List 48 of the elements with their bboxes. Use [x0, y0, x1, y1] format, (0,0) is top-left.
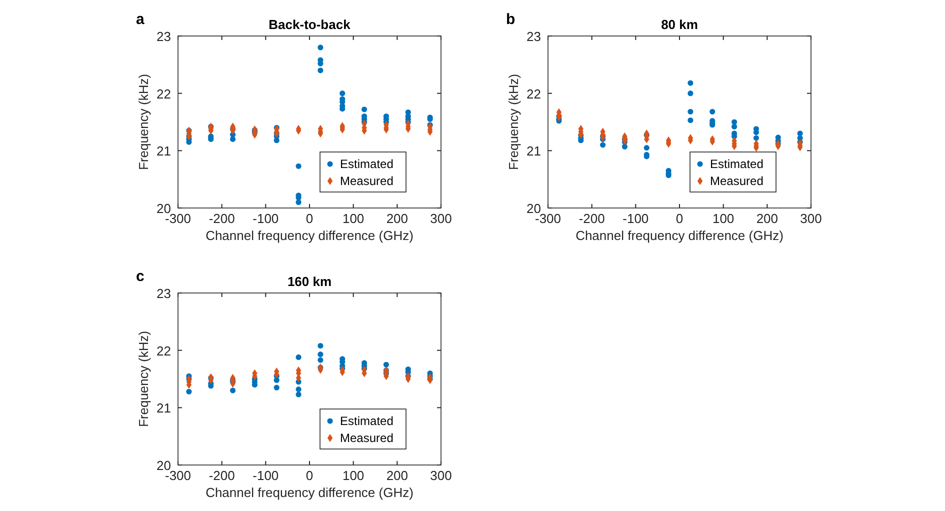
x-axis-title: Channel frequency difference (GHz): [206, 485, 414, 500]
legend-label: Estimated: [340, 157, 394, 171]
x-tick-label: 200: [386, 211, 408, 226]
x-axis-title: Channel frequency difference (GHz): [576, 228, 784, 243]
y-tick-label: 23: [156, 286, 171, 301]
y-tick-label: 21: [156, 400, 171, 416]
y-axis-title: Frequency (kHz): [506, 74, 521, 170]
x-tick-label: 0: [676, 211, 684, 226]
x-tick-label: 0: [306, 468, 314, 483]
chart-title: Back-to-back: [268, 17, 352, 32]
x-tick-label: 100: [342, 468, 364, 483]
x-tick-label: -200: [208, 468, 235, 483]
x-tick-label: 200: [756, 211, 778, 226]
x-tick-label: 300: [800, 211, 822, 226]
chart-title: 80 km: [661, 17, 698, 32]
y-tick-label: 20: [156, 458, 171, 473]
x-tick-label: 100: [712, 211, 734, 226]
y-tick-label: 21: [526, 144, 541, 159]
text: a: [136, 11, 145, 28]
x-tick-label: 0: [306, 211, 314, 226]
y-tick-label: 23: [156, 29, 171, 44]
legend-label: Measured: [340, 174, 394, 188]
x-tick-label: 100: [342, 211, 364, 226]
legend-label: Measured: [340, 431, 394, 445]
x-tick-label: 200: [386, 468, 408, 483]
text: c: [136, 268, 144, 285]
chart-title: 160 km: [287, 274, 332, 289]
y-tick-label: 22: [156, 86, 171, 102]
text: b: [506, 11, 516, 28]
x-tick-label: -100: [252, 211, 279, 226]
y-axis-title: Frequency (kHz): [136, 330, 151, 428]
y-tick-label: 22: [526, 86, 541, 102]
x-tick-label: 300: [430, 468, 452, 483]
y-axis-title: Frequency (kHz): [136, 74, 151, 170]
y-tick-label: 20: [526, 201, 541, 216]
legend-label: Estimated: [340, 414, 394, 428]
legend-label: Estimated: [710, 157, 764, 171]
y-tick-label: 21: [156, 144, 171, 159]
legend-label: Measured: [710, 174, 764, 188]
x-tick-label: 300: [430, 211, 452, 226]
x-axis-title: Channel frequency difference (GHz): [206, 228, 414, 243]
x-tick-label: -200: [578, 211, 605, 226]
x-tick-label: -100: [252, 468, 279, 483]
x-tick-label: -200: [208, 211, 235, 226]
y-tick-label: 20: [156, 201, 171, 216]
y-tick-label: 22: [156, 343, 171, 358]
x-tick-label: -100: [622, 211, 649, 226]
y-tick-label: 23: [526, 29, 541, 44]
